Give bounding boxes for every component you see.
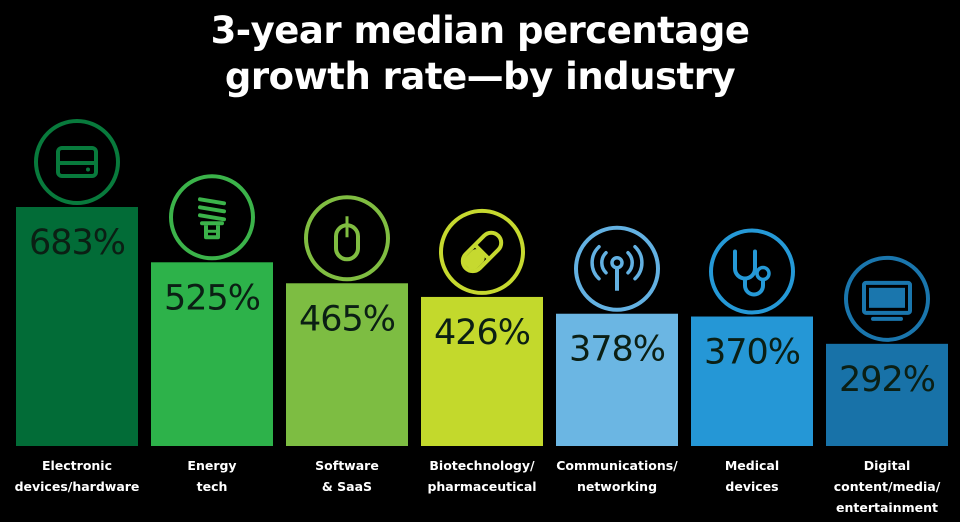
bar	[556, 313, 678, 446]
monitor-icon	[862, 280, 912, 321]
light-bulb-icon	[198, 197, 226, 240]
category-label: devices	[725, 479, 778, 494]
chart-title: 3-year median percentage growth rate—by …	[0, 8, 960, 100]
icon-badge	[34, 119, 120, 205]
bar-group: 683% Electronic devices/hardware	[15, 119, 140, 494]
bar-group: 465% Software & SaaS	[286, 195, 408, 494]
computer-mouse-icon	[334, 214, 360, 262]
icon-badge	[169, 174, 255, 261]
category-label: tech	[197, 479, 228, 494]
broadcast-antenna-icon	[590, 244, 644, 293]
icon-badge	[709, 228, 795, 315]
bar	[286, 283, 408, 446]
bar	[421, 296, 543, 446]
category-label: devices/hardware	[15, 479, 140, 494]
category-label: pharmaceutical	[427, 479, 536, 494]
bar-value-label: 465%	[299, 299, 395, 339]
chart-title-line-1: 3-year median percentage	[210, 9, 750, 52]
category-label: Software	[315, 458, 379, 473]
bar-group: 525% Energy tech	[151, 174, 273, 494]
category-label: networking	[577, 479, 657, 494]
category-label: Digital	[864, 458, 911, 473]
category-label: Medical	[725, 458, 779, 473]
chart-title-line-2: growth rate—by industry	[224, 55, 736, 98]
bar-value-label: 292%	[839, 360, 935, 400]
icon-badge	[844, 255, 930, 342]
bar-value-label: 426%	[434, 313, 530, 353]
bar-group: 370% Medical devices	[691, 228, 813, 494]
hard-drive-icon	[56, 146, 98, 178]
stethoscope-icon	[733, 249, 771, 297]
category-label: Communications/	[556, 458, 678, 473]
pill-icon	[456, 226, 508, 278]
bar	[16, 207, 138, 446]
bar	[151, 262, 273, 446]
icon-badge	[304, 195, 390, 282]
category-label: entertainment	[836, 500, 938, 515]
bar-value-label: 370%	[704, 333, 800, 373]
bar-group: 426% Biotechnology/pharmaceutical	[421, 208, 543, 494]
category-label: Electronic	[42, 458, 112, 473]
icon-badge	[574, 225, 660, 312]
category-label: & SaaS	[322, 479, 372, 494]
category-label: Biotechnology/	[429, 458, 535, 473]
bar-value-label: 525%	[164, 278, 260, 318]
bar	[826, 343, 948, 446]
bar	[691, 316, 813, 446]
icon-badge	[439, 208, 525, 295]
bar-group: 292% Digital content/media/entertainment	[826, 255, 948, 515]
bar-value-label: 378%	[569, 330, 665, 370]
bar-value-label: 683%	[29, 223, 125, 263]
category-label: Energy	[187, 458, 236, 473]
bar-group: 378% Communications/networking	[556, 225, 678, 494]
category-label: content/media/	[834, 479, 941, 494]
